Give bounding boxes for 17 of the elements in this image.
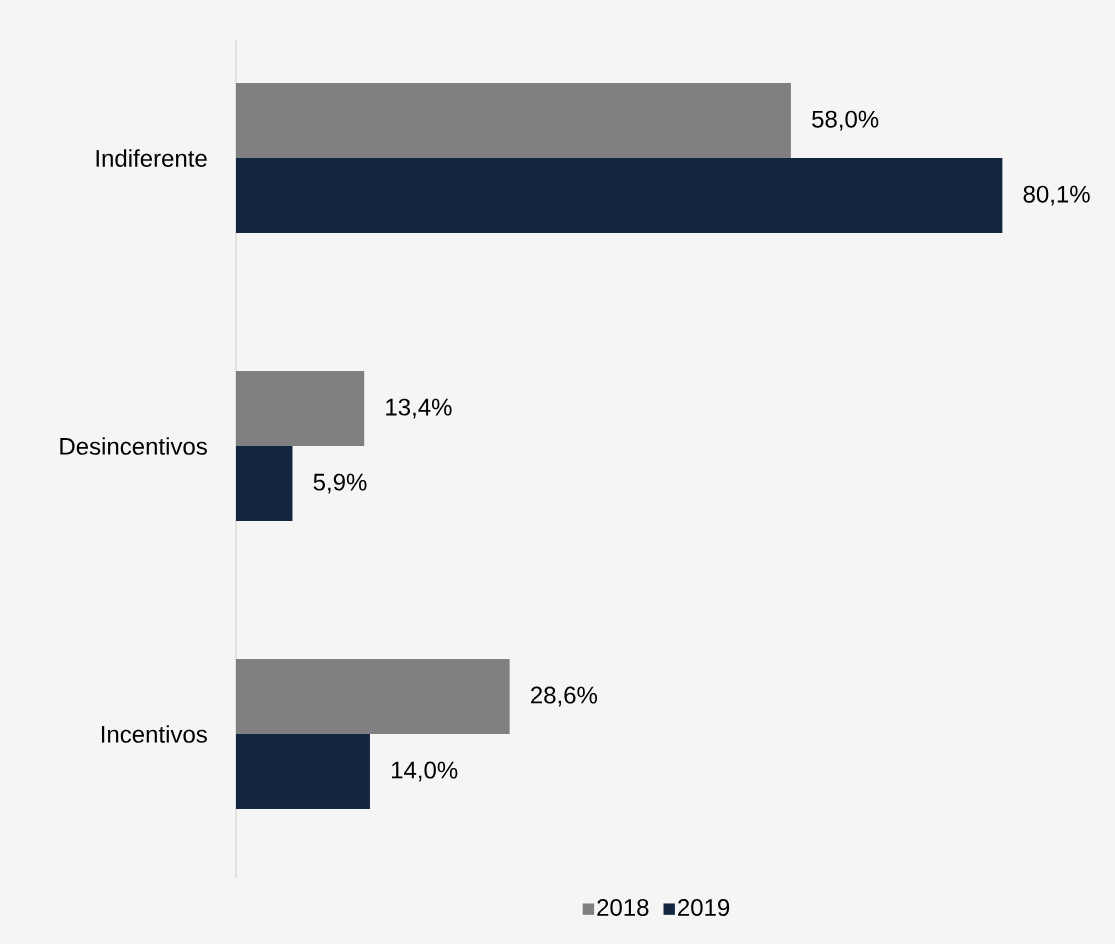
bar (236, 83, 791, 159)
bar (236, 734, 370, 810)
bar (236, 659, 510, 735)
data-label: 14,0% (391, 761, 458, 782)
legend-label: 2019 (678, 898, 730, 916)
bar (236, 158, 1003, 234)
data-label: 80,1% (1023, 185, 1090, 206)
bar (236, 371, 365, 447)
data-label: 58,0% (812, 110, 879, 131)
y-tick-label: Incentivos (101, 725, 207, 743)
bar (236, 446, 293, 522)
y-tick-label: Desincentivos (60, 437, 207, 455)
legend-label: 2018 (597, 898, 649, 916)
data-label: 28,6% (531, 686, 598, 707)
data-label: 5,9% (313, 473, 367, 494)
data-label: 13,4% (386, 398, 452, 419)
y-tick-label: Indiferente (96, 149, 207, 167)
